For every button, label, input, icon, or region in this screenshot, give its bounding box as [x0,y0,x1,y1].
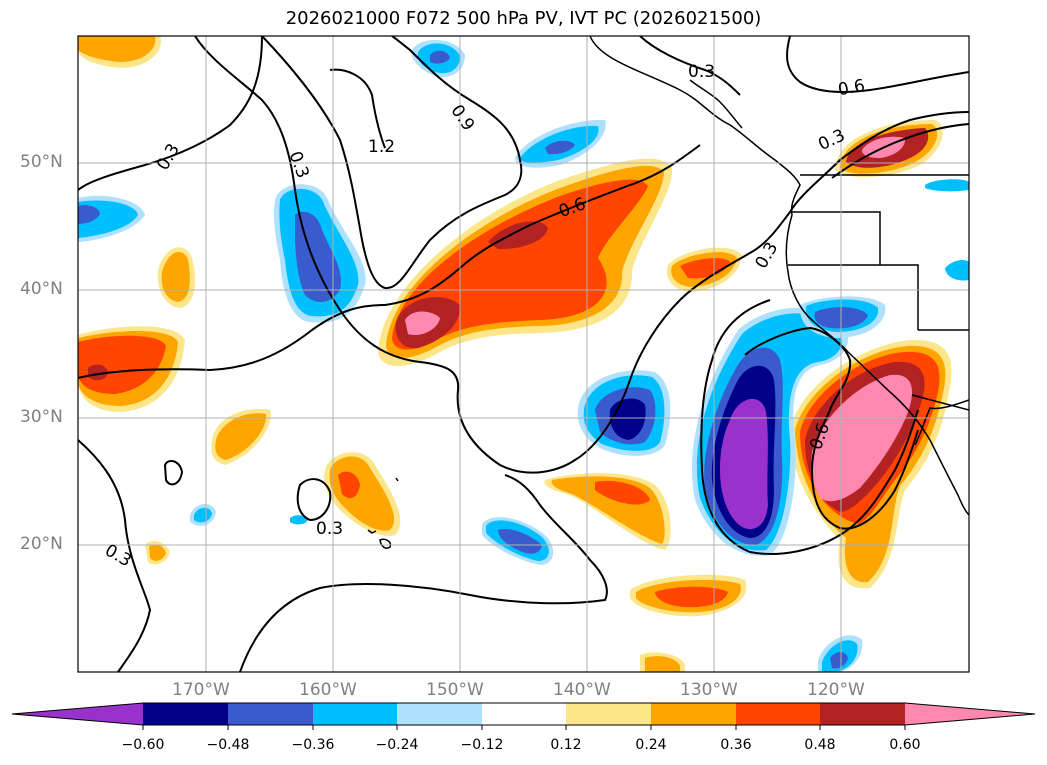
lat-label: 20°N [20,534,63,554]
colorbar-segment [651,703,736,725]
map-title: 2026021000 F072 500 hPa PV, IVT PC (2026… [285,8,762,29]
shade-neg-gulf-blue [430,50,450,64]
shade-jet-band-darkred-2 [488,221,548,250]
shade-california-pink [811,374,913,502]
shade-small-f-r [680,258,730,279]
colorbar-tick-label: −0.48 [206,737,250,753]
coastline-baja-gulf [914,399,969,446]
contour-closed-b [296,478,332,522]
lon-label: 160°W [299,680,357,700]
shade-small-g-o [78,36,156,62]
lon-label: 150°W [426,680,484,700]
colorbar-tick-label: 0.24 [635,737,667,753]
colorbar-tick-label: 0.12 [550,737,582,753]
lat-label: 40°N [20,279,63,299]
contour-0-6-baja [744,326,919,530]
contour-closed-a [163,459,184,486]
colorbar-ticks [142,725,906,730]
colorbar-tick-label: 0.36 [720,737,752,753]
contour-0-3-long [194,36,969,474]
colorbar-segment [12,703,143,725]
shade-neg-hawaii-blue [498,528,542,554]
border-or-ca [788,264,919,330]
colorbar-tick-label: 0.48 [804,737,836,753]
shade-west-darkred [88,364,108,381]
graticule [78,36,969,672]
shade-neg-baja-purple [720,398,768,530]
border-us-mexico [911,394,969,411]
colorbar-segment [143,703,228,725]
colorbar-segment [566,703,651,725]
contour-0-9 [261,36,523,290]
shade-small-h-o [645,656,680,672]
lat-label: 30°N [20,407,63,427]
shade-small-e-r [655,586,728,608]
coastline-north-america [589,36,969,516]
shade-neg-east-edge [925,179,969,192]
shade-neg-small-a-c [194,507,212,523]
contour-0-6-main [78,144,701,379]
border-wa-or [790,211,881,265]
shade-small-b-o [215,413,267,460]
shade-small-a-o [161,251,190,302]
contour-0-3-south [78,439,152,672]
shade-neg-east-edge-2 [945,260,969,281]
contour-0-3-baja [700,299,919,555]
contour-0-3-west [78,36,263,191]
colorbar-segment [905,703,1035,725]
shade-neg-small-c [290,515,308,525]
lon-label: 120°W [807,680,865,700]
contour-label: 0.3 [316,519,343,539]
contour-label: 0.3 [752,239,783,272]
coastline-layer [367,36,969,549]
shade-small-c-r [338,471,360,499]
colorbar-segment [482,703,566,725]
colorbar-tick-label: −0.60 [121,737,165,753]
contour-ne [831,123,969,179]
shade-small-d-r [595,480,650,505]
colorbar-segment [736,703,820,725]
colorbar-segment [397,703,482,725]
shade-jet-band-pink [405,311,440,336]
colorbar-segment [313,703,397,725]
colorbar [11,702,1036,730]
contour-label: 1.2 [368,137,395,157]
contour-0-3-lower [239,474,608,672]
island-hawaii-1 [367,529,377,534]
shade-small-i-o [149,544,166,561]
colorbar-tick-label: −0.24 [375,737,419,753]
lon-label: 130°W [680,680,738,700]
colorbar-segment [228,703,313,725]
contour-0-3-alaska [639,36,741,96]
shade-neg-160w-blue [295,211,341,302]
shade-neg-west-blue [78,205,100,224]
pv-contour-layer [78,36,969,672]
lon-label: 170°W [172,680,230,700]
shade-neg-north-blue [545,140,575,155]
colorbar-tick-label: −0.36 [291,737,335,753]
colorbar-segment [820,703,905,725]
contour-0-6-bc [786,36,969,93]
colorbar-tick-label: 0.60 [889,737,921,753]
contour-label: 0.3 [688,62,715,82]
contour-label: 0.6 [836,76,866,100]
coastline-alaska-panhandle [689,79,743,129]
contour-1-2 [329,68,386,149]
map-frame [77,35,970,673]
island-guadalupe [395,477,399,482]
contour-label: 0.3 [285,149,313,181]
island-hawaii-2 [379,538,392,549]
lat-label: 50°N [20,152,63,172]
contour-label: 0.9 [446,101,478,135]
contour-label: 0.3 [153,140,184,173]
shade-neg-small-b-b [830,652,848,669]
lon-label: 140°W [553,680,611,700]
colorbar-tick-label: −0.12 [460,737,504,753]
